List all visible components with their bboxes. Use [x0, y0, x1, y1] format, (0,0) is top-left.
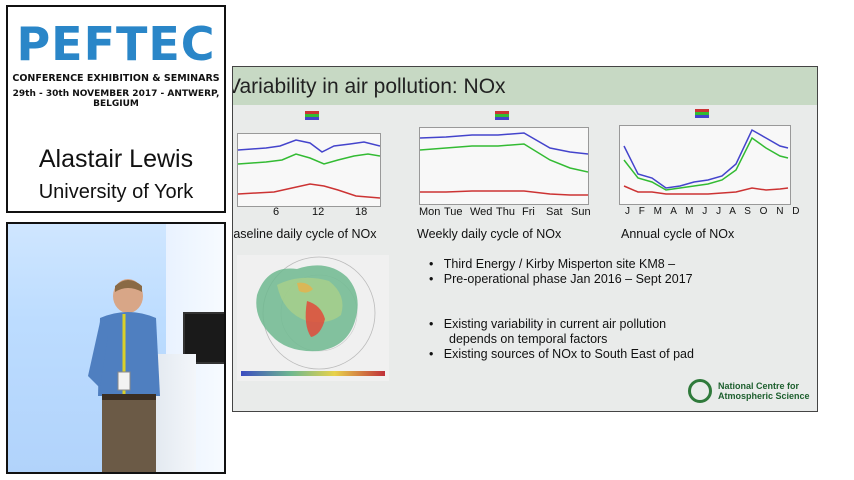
- annual-tick-dec: D: [792, 206, 803, 217]
- bullet-phase-text: Pre-operational phase Jan 2016 – Sept 20…: [443, 272, 693, 286]
- annual-tick-sep: S: [744, 206, 754, 217]
- annual-cycle-chart: [619, 125, 791, 205]
- ncas-name-line1: National Centre for: [718, 381, 800, 391]
- weekly-series-red: [420, 190, 588, 196]
- annual-tick-oct: O: [759, 206, 771, 217]
- diurnal-series-red: [237, 183, 381, 199]
- bullet-site-text: Third Energy / Kirby Misperton site KM8 …: [443, 257, 676, 271]
- conference-tagline: CONFERENCE EXHIBITION & SEMINARS: [12, 73, 220, 84]
- slide-title-bar: [233, 67, 817, 105]
- weekly-tick-sun: Sun: [571, 206, 591, 218]
- annual-tick-jan: J: [625, 206, 633, 217]
- diurnal-series-green: [237, 153, 381, 165]
- annual-tick-aug: A: [729, 206, 739, 217]
- weekly-tick-tue: Tue: [444, 206, 463, 218]
- speaker-figure: [88, 279, 160, 472]
- weekly-plot-area: [419, 132, 589, 196]
- bullet-variability-cont-text: depends on temporal factors: [449, 332, 608, 346]
- diurnal-tick-18: 18: [355, 206, 368, 218]
- speaker-video-feed: [6, 222, 226, 474]
- bullet-sources: • Existing sources of NOx to South East …: [429, 347, 694, 361]
- diurnal-legend-swatch: [305, 111, 319, 123]
- weekly-series-green: [419, 143, 589, 173]
- annual-tick-apr: A: [670, 206, 680, 217]
- annual-tick-nov: N: [776, 206, 787, 217]
- weekly-tick-fri: Fri: [522, 206, 535, 218]
- polar-concentration-map: [237, 255, 389, 381]
- slide-title: Variability in air pollution: NOx: [232, 75, 506, 98]
- conference-dates: 29th - 30th NOVEMBER 2017 - ANTWERP, BEL…: [12, 89, 220, 109]
- annual-tick-jun: J: [702, 206, 711, 217]
- weekly-legend-swatch: [495, 111, 509, 123]
- weekly-series-blue: [419, 132, 589, 155]
- conference-branding-panel: PEFTEC CONFERENCE EXHIBITION & SEMINARS …: [6, 5, 226, 213]
- diurnal-caption: Baseline daily cycle of NOx: [232, 227, 377, 241]
- annual-legend-swatch: [695, 109, 709, 121]
- polar-map-image: [241, 256, 385, 376]
- weekly-tick-thu: Thu: [496, 206, 515, 218]
- presentation-slide: Variability in air pollution: NOx 6 12 1…: [232, 66, 818, 412]
- ncas-logo-block: National Centre for Atmospheric Science: [688, 377, 810, 409]
- annual-series-red: [623, 185, 789, 195]
- bullet-variability-text: Existing variability in current air poll…: [443, 317, 667, 331]
- annual-series-blue: [623, 128, 789, 189]
- annual-tick-jul: J: [716, 206, 725, 217]
- speaker-name: Alastair Lewis: [38, 145, 194, 173]
- speaker-affiliation: University of York: [38, 181, 194, 203]
- bullet-site: • Third Energy / Kirby Misperton site KM…: [429, 257, 676, 271]
- annual-series-green: [623, 136, 789, 191]
- diurnal-series-blue: [237, 139, 381, 153]
- diurnal-tick-6: 6: [273, 206, 280, 218]
- bullet-variability-cont: depends on temporal factors: [449, 332, 607, 346]
- annual-tick-feb: F: [638, 206, 648, 217]
- weekly-tick-mon: Mon: [419, 206, 441, 218]
- annual-tick-mar: M: [653, 206, 666, 217]
- annual-plot-area: [623, 128, 789, 195]
- bullet-sources-text: Existing sources of NOx to South East of…: [443, 347, 694, 361]
- annual-tick-may: M: [685, 206, 697, 217]
- diurnal-plot-area: [237, 139, 381, 199]
- ncas-name: National Centre for Atmospheric Science: [718, 381, 810, 401]
- annual-tick-labels: J F M A M J J A S O N D: [625, 206, 802, 217]
- weekly-cycle-chart: [419, 127, 589, 205]
- diurnal-cycle-chart: [237, 133, 381, 207]
- diurnal-tick-12: 12: [312, 206, 325, 218]
- bullet-variability: • Existing variability in current air po…: [429, 317, 667, 331]
- weekly-tick-wed: Wed: [470, 206, 493, 218]
- bullet-phase: • Pre-operational phase Jan 2016 – Sept …: [429, 272, 693, 286]
- weekly-caption: Weekly daily cycle of NOx: [417, 227, 562, 241]
- annual-caption: Annual cycle of NOx: [621, 227, 735, 241]
- weekly-tick-sat: Sat: [546, 206, 563, 218]
- ncas-name-line2: Atmospheric Science: [718, 391, 810, 401]
- peftec-logo: PEFTEC: [16, 17, 216, 71]
- ncas-globe-icon: [688, 379, 712, 403]
